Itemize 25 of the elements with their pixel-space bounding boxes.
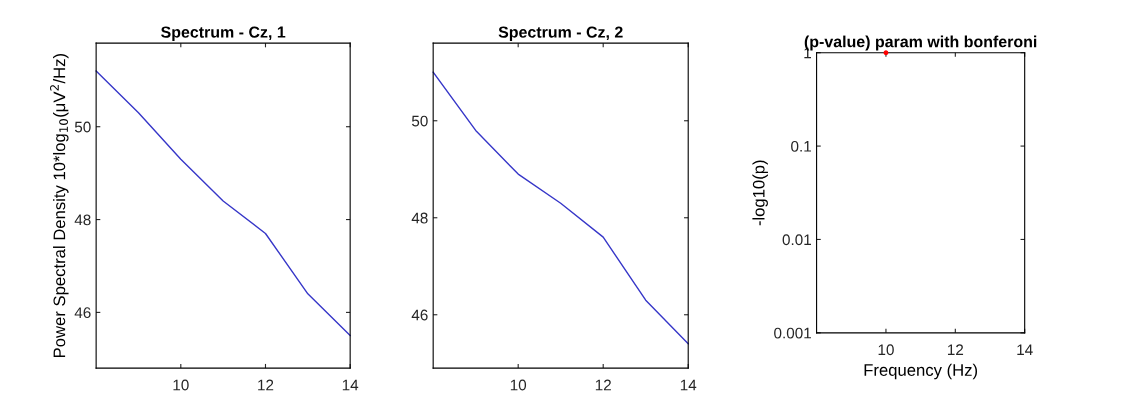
y-tick-label: 50 xyxy=(74,121,91,133)
line-series xyxy=(95,70,351,337)
y-tick-label: 48 xyxy=(74,214,91,226)
y-tick-label: 50 xyxy=(411,115,428,127)
y-tick-label: 0.1 xyxy=(791,140,811,152)
x-tick-label: 14 xyxy=(680,379,697,391)
x-tick-label: 12 xyxy=(947,344,964,356)
y-tick-label: 48 xyxy=(411,212,428,224)
x-tick-label: 14 xyxy=(342,379,359,391)
x-tick-label: 12 xyxy=(595,379,611,391)
y-tick-label: 0.001 xyxy=(774,327,811,339)
x-tick-label: 12 xyxy=(258,379,274,391)
x-axis-title: Frequency (Hz) xyxy=(864,363,978,380)
chart-title: Spectrum - Cz, 2 xyxy=(498,26,623,41)
line-series xyxy=(432,71,689,345)
y-tick-label: 0.01 xyxy=(782,234,811,246)
x-tick-label: 14 xyxy=(1017,344,1033,356)
x-tick-label: 10 xyxy=(878,344,894,356)
chart-title: Spectrum - Cz, 1 xyxy=(161,26,286,41)
x-tick-label: 10 xyxy=(510,379,527,391)
x-tick-label: 10 xyxy=(173,379,189,391)
y-tick-label: 46 xyxy=(74,307,91,319)
y-tick-label: 46 xyxy=(411,309,428,321)
y-axis-title: -log10(p) xyxy=(752,160,768,226)
y-axis-title: Power Spectral Density 10*log$_{10}$(μV$^{2}$/Hz) xyxy=(50,53,69,358)
